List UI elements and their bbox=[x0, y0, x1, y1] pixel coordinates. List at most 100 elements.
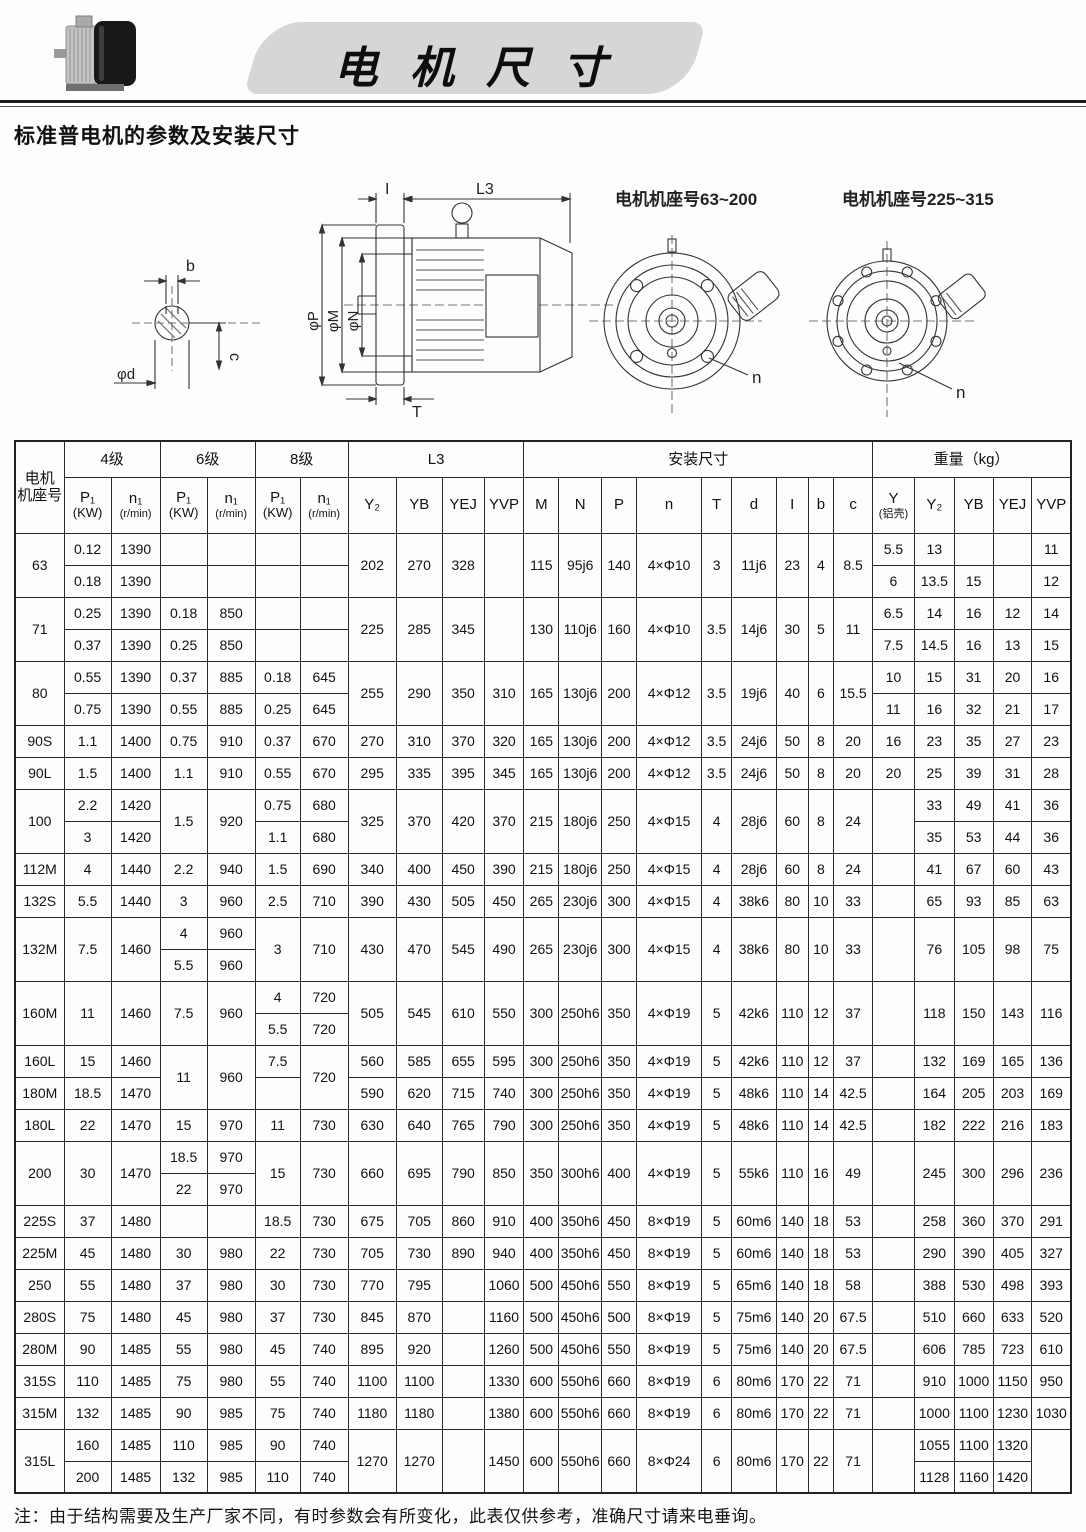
table-cell: 390 bbox=[483, 852, 525, 886]
table-cell: 1440 bbox=[110, 852, 161, 886]
table-cell: 1480 bbox=[110, 1204, 161, 1238]
flange-small-title: 电机机座号63~200 bbox=[615, 189, 757, 209]
shaft-section-drawing bbox=[114, 275, 264, 389]
table-cell: 3 bbox=[159, 884, 208, 918]
table-cell: 8×Φ19 bbox=[635, 1332, 703, 1366]
table-cell: 960 bbox=[206, 948, 256, 982]
table-cell: 895 bbox=[347, 1332, 397, 1366]
table-cell bbox=[992, 564, 1033, 598]
table-cell: 280S bbox=[14, 1300, 65, 1334]
table-cell: 1000 bbox=[913, 1396, 955, 1430]
table-cell: 1380 bbox=[483, 1396, 525, 1430]
table-cell: 606 bbox=[913, 1332, 955, 1366]
table-cell: 60m6 bbox=[730, 1236, 777, 1270]
table-cell: 0.18 bbox=[254, 660, 301, 694]
table-cell: 285 bbox=[395, 596, 443, 662]
table-cell: 20 bbox=[833, 756, 873, 790]
table-row: 112M 4 1440 2.2 940 1.5 690 340 400 450 390 215 180j… bbox=[14, 852, 1072, 886]
table-cell: 15 bbox=[159, 1108, 208, 1142]
table-cell bbox=[441, 1428, 485, 1494]
table-cell: 55 bbox=[159, 1332, 208, 1366]
table-cell: 41 bbox=[913, 852, 955, 886]
table-cell: 470 bbox=[395, 916, 443, 982]
table-cell: 8 bbox=[807, 724, 835, 758]
table-cell: 90 bbox=[63, 1332, 112, 1366]
col-header-l3-yvp: YVP bbox=[483, 476, 525, 534]
table-cell: 250h6 bbox=[558, 1108, 603, 1142]
table-cell: 645 bbox=[299, 692, 349, 726]
table-cell: 545 bbox=[395, 980, 443, 1046]
table-cell: 4 bbox=[701, 884, 732, 918]
table-cell: 20 bbox=[807, 1332, 835, 1366]
col-group-l3: L3 bbox=[347, 440, 525, 478]
table-cell: 36 bbox=[1031, 820, 1072, 854]
table-cell: 420 bbox=[441, 788, 485, 854]
table-cell: 49 bbox=[953, 788, 994, 822]
table-cell: 505 bbox=[441, 884, 485, 918]
table-cell: 230j6 bbox=[558, 916, 603, 982]
table-cell: 5 bbox=[807, 596, 835, 662]
table-cell: 1390 bbox=[110, 628, 161, 662]
table-row: 90L 1.5 1400 1.1 910 0.55 670 295 335 395 345 165 13… bbox=[14, 756, 1072, 790]
table-cell: 850 bbox=[206, 628, 256, 662]
table-cell: 740 bbox=[299, 1428, 349, 1462]
table-cell: 30 bbox=[775, 596, 809, 662]
table-cell: 970 bbox=[206, 1140, 256, 1174]
table-cell: 300 bbox=[953, 1140, 994, 1206]
table-cell: 3.5 bbox=[701, 756, 732, 790]
table-cell bbox=[299, 532, 349, 566]
table-cell: 4×Φ10 bbox=[635, 596, 703, 662]
table-cell: 500 bbox=[601, 1300, 637, 1334]
table-cell: 1160 bbox=[953, 1460, 994, 1494]
table-cell: 450 bbox=[601, 1204, 637, 1238]
table-cell: 16 bbox=[872, 724, 915, 758]
table-cell: 48k6 bbox=[730, 1076, 777, 1110]
table-cell: 43 bbox=[1031, 852, 1072, 886]
table-cell: 170 bbox=[775, 1428, 809, 1494]
col-header-bolt-n: n bbox=[635, 476, 703, 534]
table-cell: 740 bbox=[299, 1332, 349, 1366]
table-cell: 90 bbox=[254, 1428, 301, 1462]
table-cell: 395 bbox=[441, 756, 485, 790]
table-cell: 970 bbox=[206, 1108, 256, 1142]
table-cell: 910 bbox=[483, 1204, 525, 1238]
table-cell: 50 bbox=[775, 724, 809, 758]
table-cell: 14 bbox=[807, 1108, 835, 1142]
table-cell: 14 bbox=[1031, 596, 1072, 630]
table-cell: 270 bbox=[347, 724, 397, 758]
table-cell: 75 bbox=[254, 1396, 301, 1430]
table-cell: 24j6 bbox=[730, 724, 777, 758]
table-cell: 130j6 bbox=[558, 724, 603, 758]
col-header-p1-6pole: P₁ (KW) bbox=[159, 476, 208, 534]
table-cell: 5.5 bbox=[872, 532, 915, 566]
table-cell: 1390 bbox=[110, 564, 161, 598]
table-row: 90S 1.1 1400 0.75 910 0.37 670 270 310 370 320 165 1… bbox=[14, 724, 1072, 758]
table-cell: 795 bbox=[395, 1268, 443, 1302]
table-cell: 110 bbox=[63, 1364, 112, 1398]
table-cell: 845 bbox=[347, 1300, 397, 1334]
table-cell: 250h6 bbox=[558, 980, 603, 1046]
table-cell: 8×Φ19 bbox=[635, 1300, 703, 1334]
table-cell: 970 bbox=[206, 1172, 256, 1206]
table-row: 200 1485 132 985 110 740 1128 1160 1420 bbox=[15, 1460, 1071, 1494]
table-cell: 370 bbox=[483, 788, 525, 854]
table-cell: 370 bbox=[441, 724, 485, 758]
table-cell: 585 bbox=[395, 1044, 443, 1078]
table-row: 160L 15 1460 11 960 7.5 720 560 585 655 595 300 250h… bbox=[14, 1044, 1072, 1110]
table-cell bbox=[872, 1364, 915, 1398]
table-cell: 160 bbox=[601, 596, 637, 662]
table-cell: 500 bbox=[523, 1300, 560, 1334]
flange-225-315-drawing bbox=[809, 241, 986, 417]
table-row: 132M 7.5 1460 4 960 3 710 430 470 545 490 265 230j6 3… bbox=[14, 916, 1072, 982]
motor-side-view-drawing bbox=[318, 193, 614, 405]
table-cell: 520 bbox=[1031, 1300, 1072, 1334]
table-cell: 310 bbox=[483, 660, 525, 726]
table-cell: 730 bbox=[299, 1204, 349, 1238]
table-cell: 1030 bbox=[1031, 1396, 1072, 1430]
table-cell: 202 bbox=[347, 532, 397, 598]
spec-table: 电机 机座号 4级 6级 8级 L3 安装尺寸 重量（kg） P₁ (KW) n₁… bbox=[14, 440, 1072, 1494]
table-cell: 24j6 bbox=[730, 756, 777, 790]
table-cell: 45 bbox=[254, 1332, 301, 1366]
table-cell: 28 bbox=[1031, 756, 1072, 790]
